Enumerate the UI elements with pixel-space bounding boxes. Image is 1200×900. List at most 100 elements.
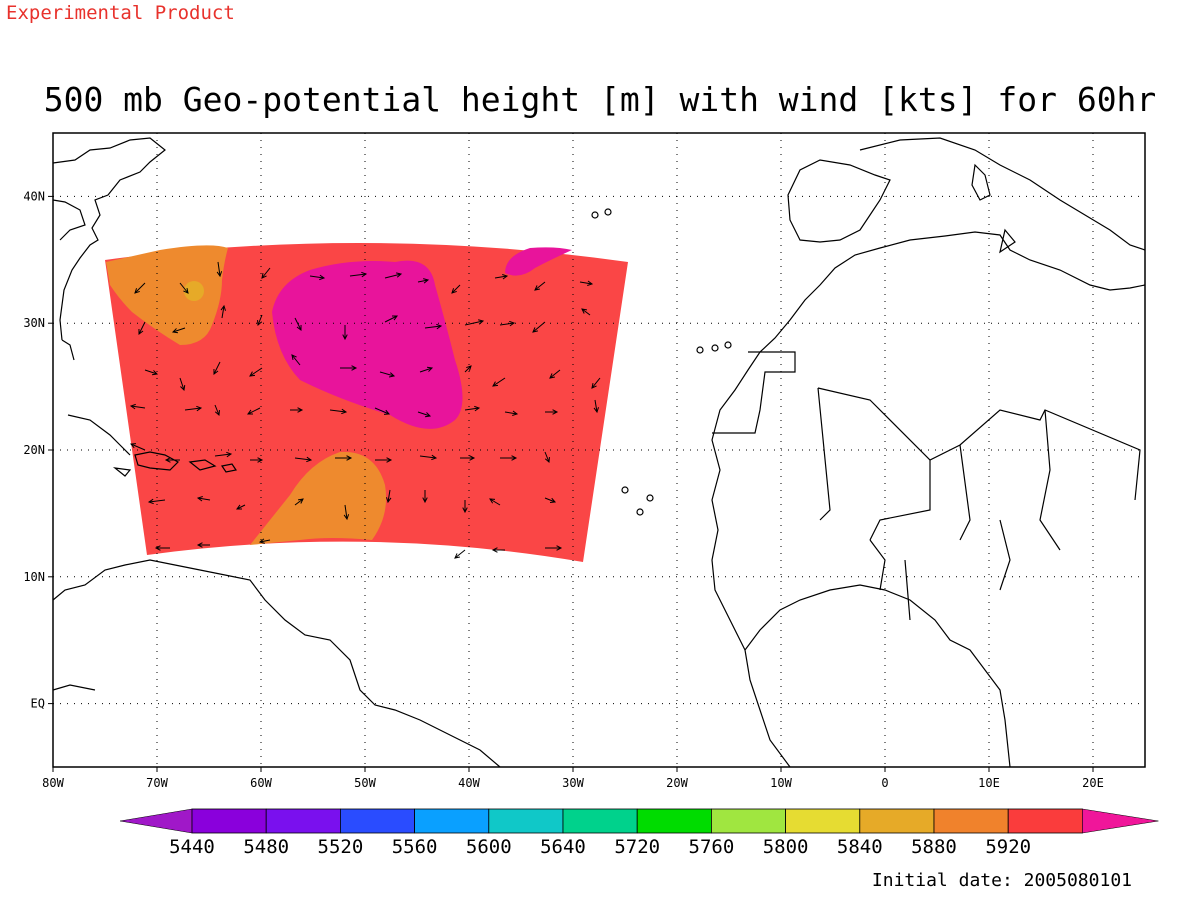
height-field-5800-cell-northwest xyxy=(184,281,204,301)
coastline-segment xyxy=(817,387,1141,501)
coastline-segment xyxy=(67,414,131,456)
island-outline xyxy=(646,494,654,502)
coastline-segment xyxy=(52,137,166,341)
colorbar-level-label: 5800 xyxy=(763,836,809,858)
wind-arrow xyxy=(454,549,466,559)
colorbar-swatch xyxy=(636,808,712,834)
forecast-domain xyxy=(105,242,628,562)
longitude-labels: 80W 70W 60W 50W 40W 30W 20W 10W 0 10E 20E xyxy=(42,767,1104,790)
wind-arrow xyxy=(375,457,393,463)
colorbar-level-label: 5720 xyxy=(614,836,660,858)
wind-arrow xyxy=(494,274,509,280)
wind-arrow xyxy=(340,365,358,371)
wind-arrow xyxy=(214,451,233,458)
coastline-segment xyxy=(134,451,179,471)
wind-arrow xyxy=(545,545,563,551)
coastline-segment xyxy=(971,163,991,201)
colorbar-swatch xyxy=(859,808,935,834)
colorbar-level-label: 5880 xyxy=(911,836,957,858)
wind-arrow xyxy=(464,365,472,373)
wind-arrow xyxy=(419,454,438,461)
colorbar-swatch xyxy=(933,808,1009,834)
colorbar-swatch xyxy=(339,808,415,834)
lon-tick-label: 30W xyxy=(562,776,584,790)
wind-arrow xyxy=(464,405,481,412)
coastline-segment xyxy=(869,460,931,541)
lon-tick-label: 80W xyxy=(42,776,64,790)
colorbar-level-label: 5600 xyxy=(466,836,512,858)
wind-arrow xyxy=(544,451,550,464)
wind-arrow xyxy=(534,281,546,291)
island-outline xyxy=(696,346,704,354)
height-field-5920-region xyxy=(272,260,463,429)
wind-arrow xyxy=(309,274,326,281)
wind-arrow xyxy=(349,271,368,278)
experimental-product-label: Experimental Product xyxy=(6,2,235,24)
wind-arrow xyxy=(179,377,186,392)
wind-arrow xyxy=(342,325,348,341)
coastline-segment xyxy=(52,684,96,691)
island-outline xyxy=(724,341,732,349)
wind-arrow xyxy=(294,456,313,463)
wind-arrow xyxy=(499,320,516,327)
coastline-segment xyxy=(744,584,1011,768)
lon-tick-label: 50W xyxy=(354,776,376,790)
latitude-labels: 40N 30N 20N 10N EQ xyxy=(23,189,53,711)
wind-arrow xyxy=(545,409,559,415)
lon-tick-label: 10W xyxy=(770,776,792,790)
colorbar-swatch xyxy=(562,808,638,834)
lat-tick-label: EQ xyxy=(31,697,45,711)
wind-arrow xyxy=(164,457,180,463)
coastline-segment xyxy=(787,159,891,243)
wind-arrow xyxy=(374,407,391,415)
wind-arrow xyxy=(422,490,428,504)
coastline-segment xyxy=(188,459,217,471)
lon-tick-label: 20E xyxy=(1082,776,1104,790)
wind-arrow xyxy=(184,405,203,412)
wind-arrow xyxy=(220,304,226,319)
wind-arrow xyxy=(417,278,430,284)
coastline-segment xyxy=(999,228,1016,254)
wind-arrow xyxy=(544,497,557,503)
wind-arrow xyxy=(593,399,599,414)
wind-arrow xyxy=(549,369,561,379)
wind-arrow xyxy=(343,504,350,521)
wind-arrow xyxy=(144,369,159,376)
wind-arrow xyxy=(386,489,392,504)
colorbar-level-label: 5840 xyxy=(837,836,883,858)
coastline-segment xyxy=(52,559,501,768)
island-outline xyxy=(711,344,719,352)
lat-tick-label: 20N xyxy=(23,443,45,457)
coastline-segment xyxy=(221,463,237,473)
lon-tick-label: 10E xyxy=(978,776,1000,790)
wind-arrow xyxy=(419,366,434,373)
wind-arrow xyxy=(579,280,594,286)
height-field-5920-region-northeast xyxy=(505,247,572,276)
wind-arrow xyxy=(250,457,264,463)
wind-arrow xyxy=(500,455,518,461)
wind-arrow xyxy=(451,284,461,294)
wind-arrow xyxy=(249,367,263,377)
wind-arrow xyxy=(154,545,170,551)
lon-tick-label: 60W xyxy=(250,776,272,790)
coastline-segment xyxy=(959,444,971,541)
wind-arrow xyxy=(261,267,271,279)
wind-arrow xyxy=(129,403,146,410)
height-field-5840-band-northwest xyxy=(106,245,228,345)
coastline-segment xyxy=(859,137,1146,251)
lon-tick-label: 20W xyxy=(666,776,688,790)
wind-arrow xyxy=(492,377,506,387)
lat-tick-label: 30N xyxy=(23,316,45,330)
wind-arrow xyxy=(171,327,186,334)
coastline-segment xyxy=(869,539,886,591)
colorbar-swatch xyxy=(1007,808,1083,834)
colorbar-over-arrow xyxy=(1082,808,1159,834)
colorbar-level-label: 5760 xyxy=(689,836,735,858)
wind-arrow xyxy=(147,498,166,505)
coastline-segment xyxy=(712,351,796,434)
island-outline xyxy=(621,486,629,494)
colorbar-under-arrow xyxy=(119,808,193,834)
wind-arrow xyxy=(214,404,220,417)
colorbar-level-label: 5440 xyxy=(169,836,215,858)
colorbar-swatch xyxy=(785,808,861,834)
